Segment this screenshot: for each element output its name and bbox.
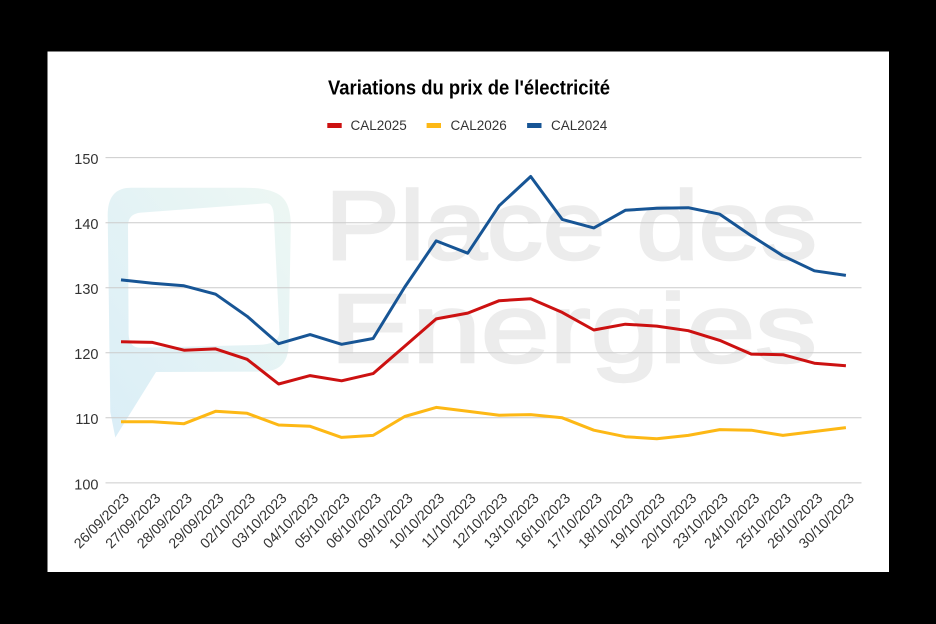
- svg-text:140: 140: [74, 217, 98, 233]
- svg-text:CAL2024: CAL2024: [551, 118, 608, 133]
- svg-text:Place des: Place des: [325, 171, 817, 280]
- svg-text:Energies: Energies: [330, 274, 817, 383]
- svg-text:110: 110: [75, 412, 98, 428]
- svg-text:CAL2025: CAL2025: [351, 118, 407, 133]
- svg-text:Variations du prix de l'électr: Variations du prix de l'électricité: [328, 78, 610, 100]
- svg-text:CAL2026: CAL2026: [451, 118, 507, 133]
- svg-text:120: 120: [74, 347, 98, 363]
- svg-text:130: 130: [74, 282, 98, 298]
- svg-text:100: 100: [74, 477, 98, 493]
- svg-text:150: 150: [74, 152, 98, 168]
